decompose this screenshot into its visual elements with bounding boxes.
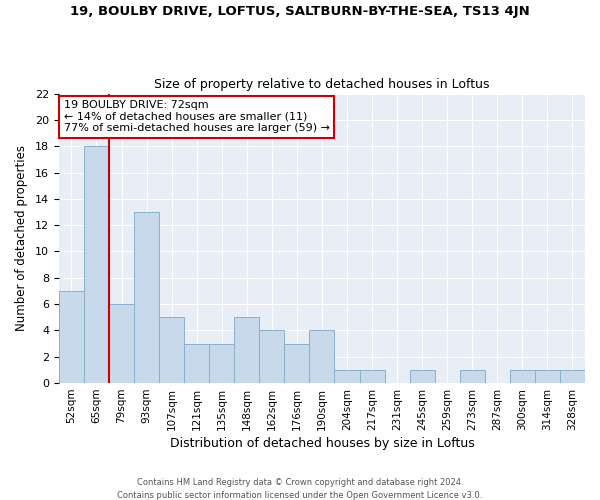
Bar: [535, 370, 560, 383]
Bar: [184, 344, 209, 383]
Bar: [134, 212, 159, 383]
Title: Size of property relative to detached houses in Loftus: Size of property relative to detached ho…: [154, 78, 490, 91]
Text: 19, BOULBY DRIVE, LOFTUS, SALTBURN-BY-THE-SEA, TS13 4JN: 19, BOULBY DRIVE, LOFTUS, SALTBURN-BY-TH…: [70, 5, 530, 18]
Bar: [510, 370, 535, 383]
Text: 19 BOULBY DRIVE: 72sqm
← 14% of detached houses are smaller (11)
77% of semi-det: 19 BOULBY DRIVE: 72sqm ← 14% of detached…: [64, 100, 330, 134]
Bar: [460, 370, 485, 383]
X-axis label: Distribution of detached houses by size in Loftus: Distribution of detached houses by size …: [170, 437, 475, 450]
Bar: [84, 146, 109, 383]
Bar: [109, 304, 134, 383]
Y-axis label: Number of detached properties: Number of detached properties: [15, 146, 28, 332]
Bar: [234, 318, 259, 383]
Text: Contains HM Land Registry data © Crown copyright and database right 2024.
Contai: Contains HM Land Registry data © Crown c…: [118, 478, 482, 500]
Bar: [209, 344, 234, 383]
Bar: [334, 370, 359, 383]
Bar: [560, 370, 585, 383]
Bar: [159, 318, 184, 383]
Bar: [310, 330, 334, 383]
Bar: [59, 291, 84, 383]
Bar: [359, 370, 385, 383]
Bar: [259, 330, 284, 383]
Bar: [284, 344, 310, 383]
Bar: [410, 370, 434, 383]
